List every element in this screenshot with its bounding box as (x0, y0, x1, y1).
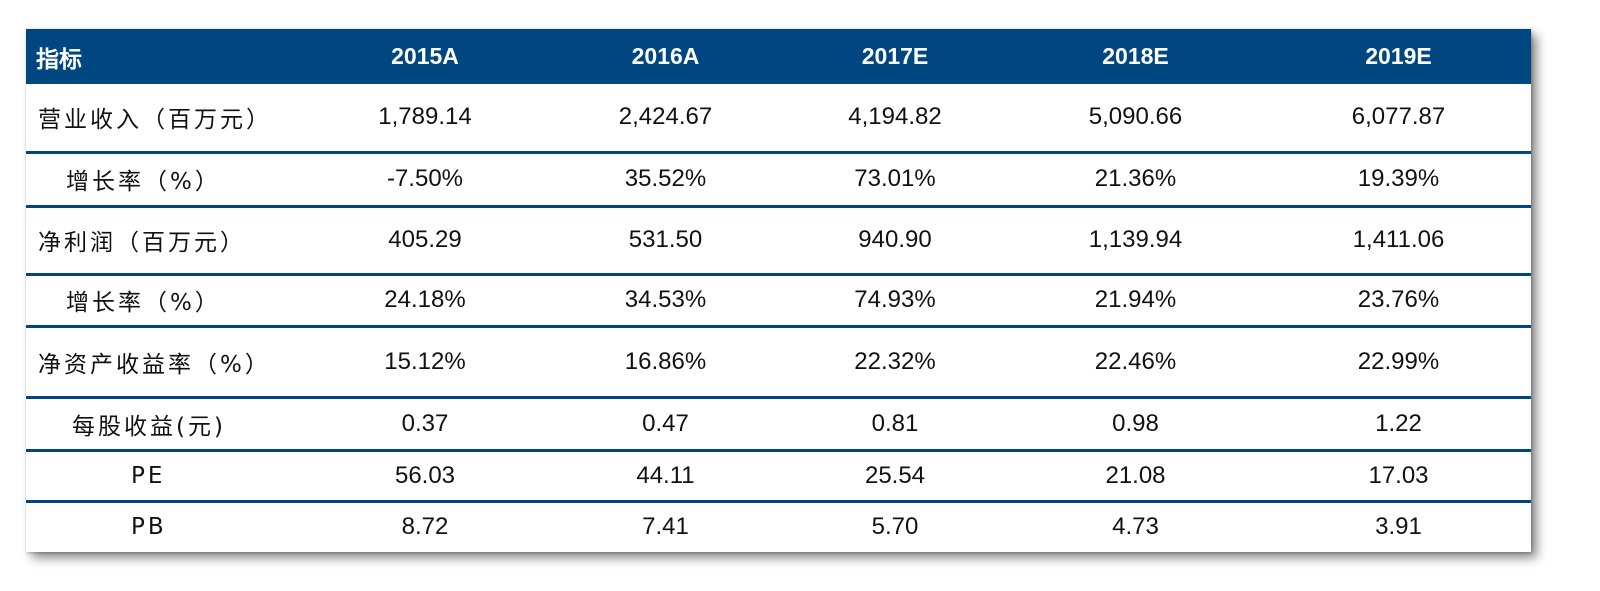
table-cell: 3.91 (1375, 513, 1422, 541)
table-row: 净利润（百万元） 405.29 531.50 940.90 1,139.94 1… (26, 206, 1531, 276)
table-cell: 24.18% (304, 274, 546, 328)
table-cell: 22.46% (1005, 326, 1266, 399)
table-cell: 940.90 (785, 206, 1005, 276)
header-year: 2017E (861, 43, 929, 69)
table-cell: 0.47 (546, 397, 785, 452)
table-cell: 6,077.87 (1266, 84, 1531, 154)
table-cell: 23.76% (1266, 274, 1531, 328)
table-row: PE 56.03 44.11 25.54 21.08 17.03 (26, 450, 1531, 503)
table-cell: 8.72 (401, 513, 449, 541)
row-label: PB (131, 514, 167, 541)
table-cell: 15.12% (304, 326, 546, 399)
table-cell: 44.11 (546, 450, 785, 503)
table-row: 增长率（%） 24.18% 34.53% 74.93% 21.94% 23.76… (26, 274, 1531, 328)
header-label: 指标 (36, 45, 82, 72)
table-cell: 21.08 (1005, 450, 1266, 503)
table-cell: 4,194.82 (785, 84, 1005, 154)
table-cell: 5.70 (871, 513, 919, 541)
header-year: 2015A (391, 43, 459, 69)
header-year: 2019E (1365, 43, 1432, 69)
table-cell: 0.37 (304, 397, 546, 452)
header-row: 指标 2015A 2016A 2017E 2018E 2019E (26, 29, 1531, 84)
table-cell: 73.01% (785, 152, 1005, 208)
table-cell: 531.50 (546, 206, 785, 276)
table-cell: 1,789.14 (304, 84, 546, 154)
table-cell: 1.22 (1266, 397, 1531, 452)
table-cell: 5,090.66 (1005, 84, 1266, 154)
table-cell: 19.39% (1266, 152, 1531, 208)
table-cell: 4.73 (1112, 513, 1159, 541)
row-label: 增长率（%） (26, 152, 304, 208)
table-cell: 0.98 (1005, 397, 1266, 452)
table-cell: -7.50% (304, 152, 546, 208)
header-year: 2016A (631, 43, 700, 69)
table-cell: 56.03 (304, 450, 546, 503)
table-row: 增长率（%） -7.50% 35.52% 73.01% 21.36% 19.39… (26, 152, 1531, 208)
row-label: 营业收入（百万元） (26, 84, 304, 154)
table-cell: 405.29 (304, 206, 546, 276)
table-cell: 25.54 (785, 450, 1005, 503)
table-cell: 74.93% (785, 274, 1005, 328)
table-cell: 21.94% (1005, 274, 1266, 328)
table-cell: 7.41 (642, 513, 689, 541)
table-cell: 35.52% (546, 152, 785, 208)
table-row: 净资产收益率（%） 15.12% 16.86% 22.32% 22.46% 22… (26, 326, 1531, 399)
row-label: 净利润（百万元） (26, 206, 304, 276)
header-year: 2018E (1102, 43, 1169, 69)
table-cell: 22.99% (1266, 326, 1531, 399)
table-cell: 16.86% (546, 326, 785, 399)
table-cell: 34.53% (546, 274, 785, 328)
table-row: PB 8.72 7.41 5.70 4.73 3.91 (26, 501, 1531, 552)
table-cell: 0.81 (785, 397, 1005, 452)
table-cell: 17.03 (1266, 450, 1531, 503)
row-label: PE (26, 450, 304, 503)
table-cell: 2,424.67 (546, 84, 785, 154)
table-row: 营业收入（百万元） 1,789.14 2,424.67 4,194.82 5,0… (26, 84, 1531, 154)
table-row: 每股收益(元) 0.37 0.47 0.81 0.98 1.22 (26, 397, 1531, 452)
table-cell: 1,139.94 (1005, 206, 1266, 276)
financial-forecast-table: 指标 2015A 2016A 2017E 2018E 2019E 营业收入（百万… (26, 29, 1531, 552)
table-frame: 指标 2015A 2016A 2017E 2018E 2019E 营业收入（百万… (26, 29, 1531, 552)
table-cell: 22.32% (785, 326, 1005, 399)
row-label: 净资产收益率（%） (26, 326, 304, 399)
row-label: 增长率（%） (26, 274, 304, 328)
table-cell: 21.36% (1005, 152, 1266, 208)
row-label: 每股收益(元) (26, 397, 304, 452)
table-cell: 1,411.06 (1266, 206, 1531, 276)
